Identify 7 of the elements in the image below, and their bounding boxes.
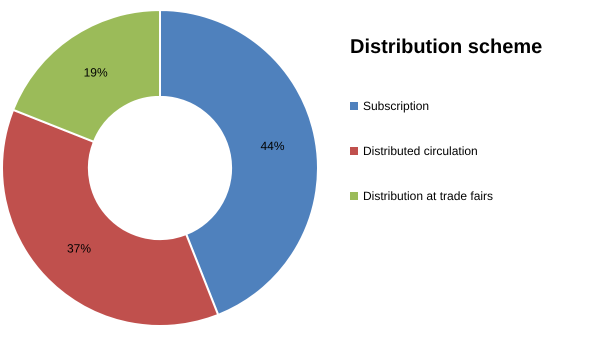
- text: Distribution scheme: [350, 36, 542, 59]
- legend-label: Subscription: [363, 99, 430, 113]
- data-label: 19%: [84, 66, 108, 80]
- legend-label: Distribution at trade fairs: [363, 189, 494, 203]
- data-label: 44%: [260, 138, 285, 153]
- legend-label: Distributed circulation: [363, 144, 478, 158]
- data-label: 37%: [66, 241, 92, 256]
